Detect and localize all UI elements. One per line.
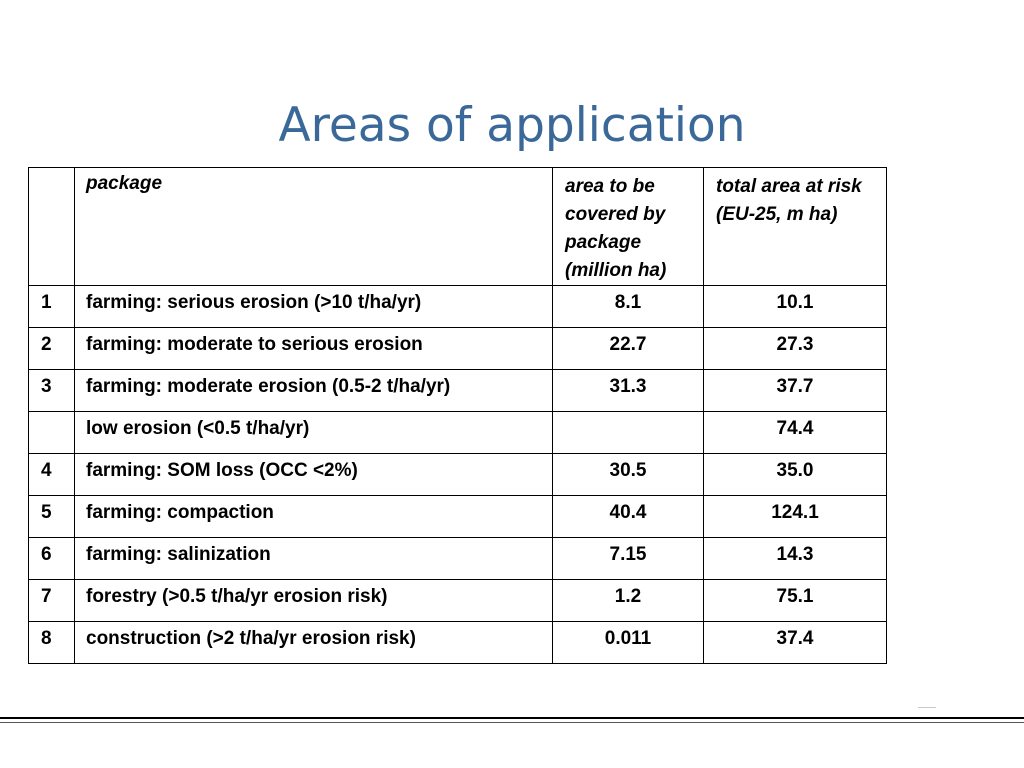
row-package: construction (>2 t/ha/yr erosion risk): [74, 621, 553, 664]
table-row: 4 farming: SOM loss (OCC <2%) 30.5 35.0: [28, 453, 887, 496]
row-total: 74.4: [703, 411, 887, 454]
row-total: 124.1: [703, 495, 887, 538]
row-area: 31.3: [552, 369, 704, 412]
row-area: [552, 411, 704, 454]
row-package: farming: compaction: [74, 495, 553, 538]
row-total: 37.7: [703, 369, 887, 412]
row-total: 14.3: [703, 537, 887, 580]
table-row: 7 forestry (>0.5 t/ha/yr erosion risk) 1…: [28, 579, 887, 622]
row-area: 8.1: [552, 285, 704, 328]
row-area: 0.011: [552, 621, 704, 664]
header-number: [28, 167, 75, 286]
row-package: farming: moderate erosion (0.5-2 t/ha/yr…: [74, 369, 553, 412]
row-total: 10.1: [703, 285, 887, 328]
row-package: farming: serious erosion (>10 t/ha/yr): [74, 285, 553, 328]
table-header-row: package area to be covered by package (m…: [28, 167, 887, 286]
row-number: 5: [28, 495, 75, 538]
table-row: 8 construction (>2 t/ha/yr erosion risk)…: [28, 621, 887, 664]
table-row: 2 farming: moderate to serious erosion 2…: [28, 327, 887, 370]
erosion-package-table: package area to be covered by package (m…: [28, 167, 887, 664]
row-number: 8: [28, 621, 75, 664]
row-total: 37.4: [703, 621, 887, 664]
row-total: 75.1: [703, 579, 887, 622]
row-number: 3: [28, 369, 75, 412]
row-number: 2: [28, 327, 75, 370]
header-area: area to be covered by package (million h…: [552, 167, 704, 286]
row-package: low erosion (<0.5 t/ha/yr): [74, 411, 553, 454]
header-package: package: [74, 167, 553, 286]
slide-title: Areas of application: [278, 98, 746, 154]
footer-divider: [0, 717, 1024, 719]
row-total: 27.3: [703, 327, 887, 370]
row-area: 40.4: [552, 495, 704, 538]
table-row: low erosion (<0.5 t/ha/yr) 74.4: [28, 411, 887, 454]
header-total: total area at risk (EU-25, m ha): [703, 167, 887, 286]
footer-mark: [918, 704, 936, 708]
row-number: 6: [28, 537, 75, 580]
row-package: farming: SOM loss (OCC <2%): [74, 453, 553, 496]
table-row: 1 farming: serious erosion (>10 t/ha/yr)…: [28, 285, 887, 328]
row-number: [28, 411, 75, 454]
row-number: 1: [28, 285, 75, 328]
row-area: 30.5: [552, 453, 704, 496]
row-area: 7.15: [552, 537, 704, 580]
row-total: 35.0: [703, 453, 887, 496]
row-package: farming: salinization: [74, 537, 553, 580]
row-number: 7: [28, 579, 75, 622]
table-row: 6 farming: salinization 7.15 14.3: [28, 537, 887, 580]
footer-divider-thin: [0, 722, 1024, 723]
row-package: forestry (>0.5 t/ha/yr erosion risk): [74, 579, 553, 622]
table-row: 3 farming: moderate erosion (0.5-2 t/ha/…: [28, 369, 887, 412]
row-area: 1.2: [552, 579, 704, 622]
row-number: 4: [28, 453, 75, 496]
row-area: 22.7: [552, 327, 704, 370]
row-package: farming: moderate to serious erosion: [74, 327, 553, 370]
table-row: 5 farming: compaction 40.4 124.1: [28, 495, 887, 538]
